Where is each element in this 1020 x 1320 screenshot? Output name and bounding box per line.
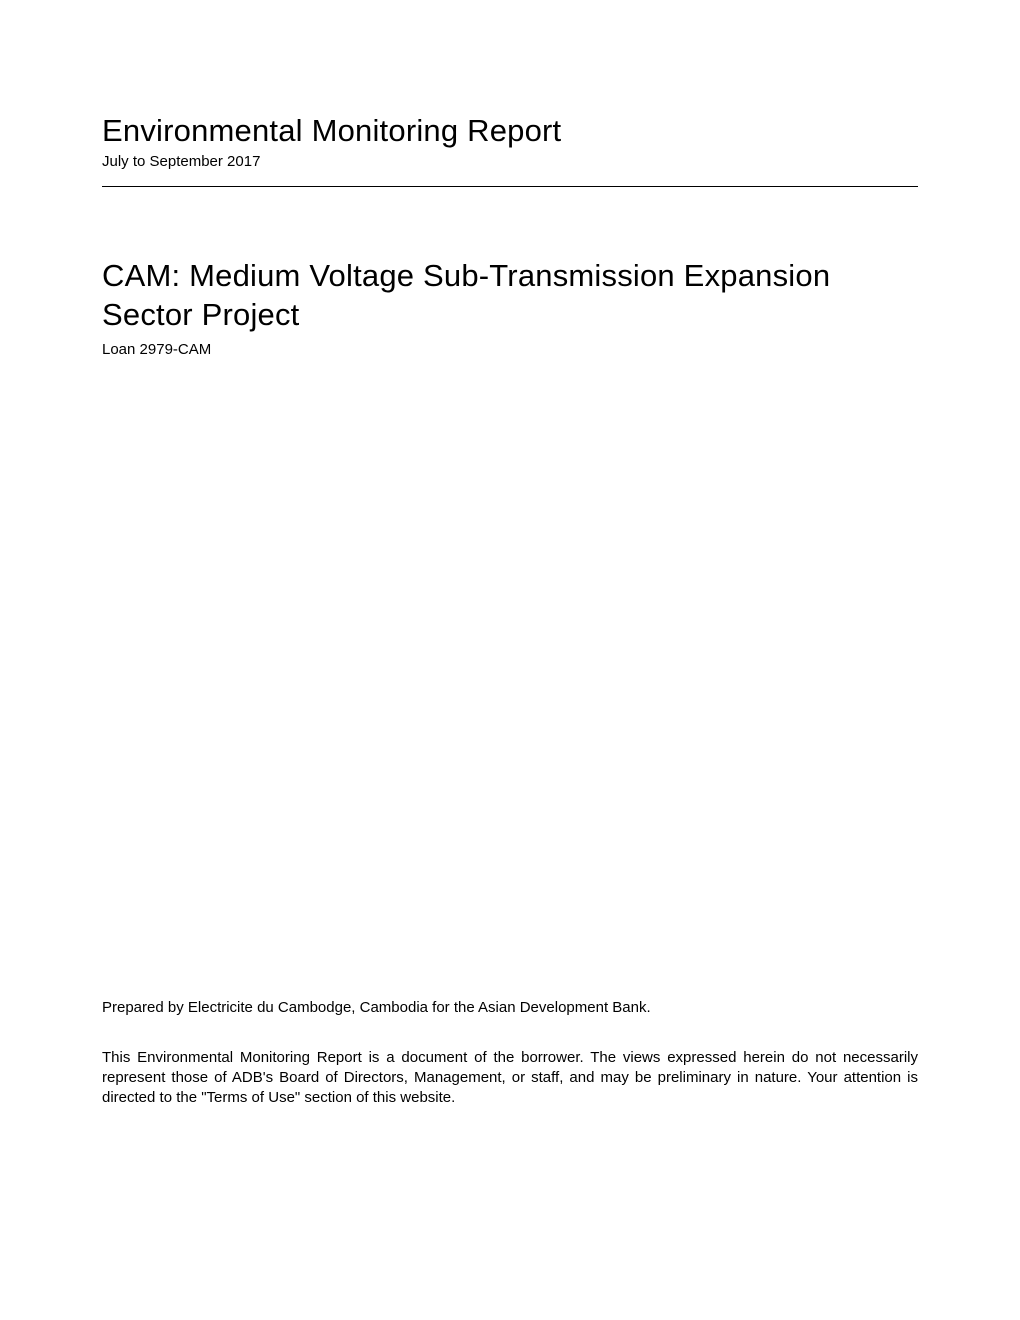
section-divider — [102, 186, 918, 187]
footer-section: Prepared by Electricite du Cambodge, Cam… — [102, 999, 918, 1108]
report-title: Environmental Monitoring Report — [102, 113, 918, 149]
loan-reference: Loan 2979-CAM — [102, 341, 918, 358]
project-title: CAM: Medium Voltage Sub-Transmission Exp… — [102, 257, 918, 335]
document-page: Environmental Monitoring Report July to … — [0, 0, 1020, 1320]
prepared-by-text: Prepared by Electricite du Cambodge, Cam… — [102, 999, 918, 1016]
date-range: July to September 2017 — [102, 153, 918, 170]
disclaimer-text: This Environmental Monitoring Report is … — [102, 1048, 918, 1108]
